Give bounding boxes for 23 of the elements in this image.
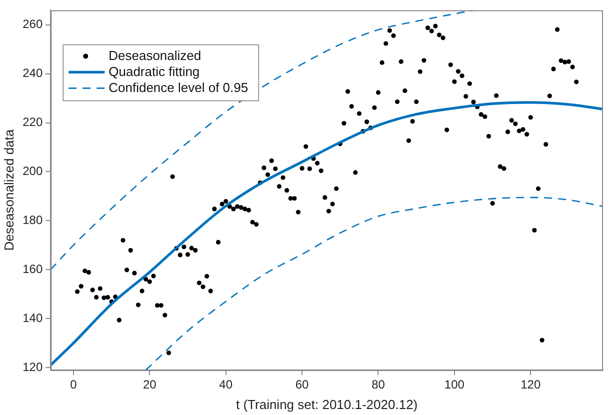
x-tick-label: 80 — [372, 378, 386, 392]
y-tick-label: 260 — [22, 17, 43, 32]
line-series — [50, 10, 474, 270]
line-series — [145, 196, 603, 370]
x-tick-label: 100 — [444, 378, 465, 392]
x-tick-label: 60 — [295, 378, 310, 392]
y-tick-label: 140 — [22, 310, 43, 325]
x-axis-title: t (Training set: 2010.1-2020.12) — [236, 396, 418, 412]
legend-label: Quadratic fitting — [108, 64, 200, 79]
y-tick-label: 180 — [22, 213, 43, 228]
y-tick-label: 160 — [22, 262, 43, 276]
y-tick-label: 220 — [22, 115, 43, 130]
line-series — [50, 101, 603, 366]
y-tick-label: 200 — [22, 164, 43, 178]
x-tick-label: 20 — [142, 378, 157, 392]
y-axis-title: Deseasonalized data — [1, 128, 16, 251]
x-tick-label: 120 — [520, 378, 541, 392]
y-tick-label: 120 — [22, 360, 43, 374]
legend-label: Confidence level of 0.95 — [108, 80, 248, 95]
x-tick-label: 40 — [219, 378, 233, 392]
y-tick-label: 240 — [22, 66, 43, 80]
legend-label: Deseasonalized — [108, 48, 202, 63]
x-tick-label: 0 — [70, 378, 78, 392]
